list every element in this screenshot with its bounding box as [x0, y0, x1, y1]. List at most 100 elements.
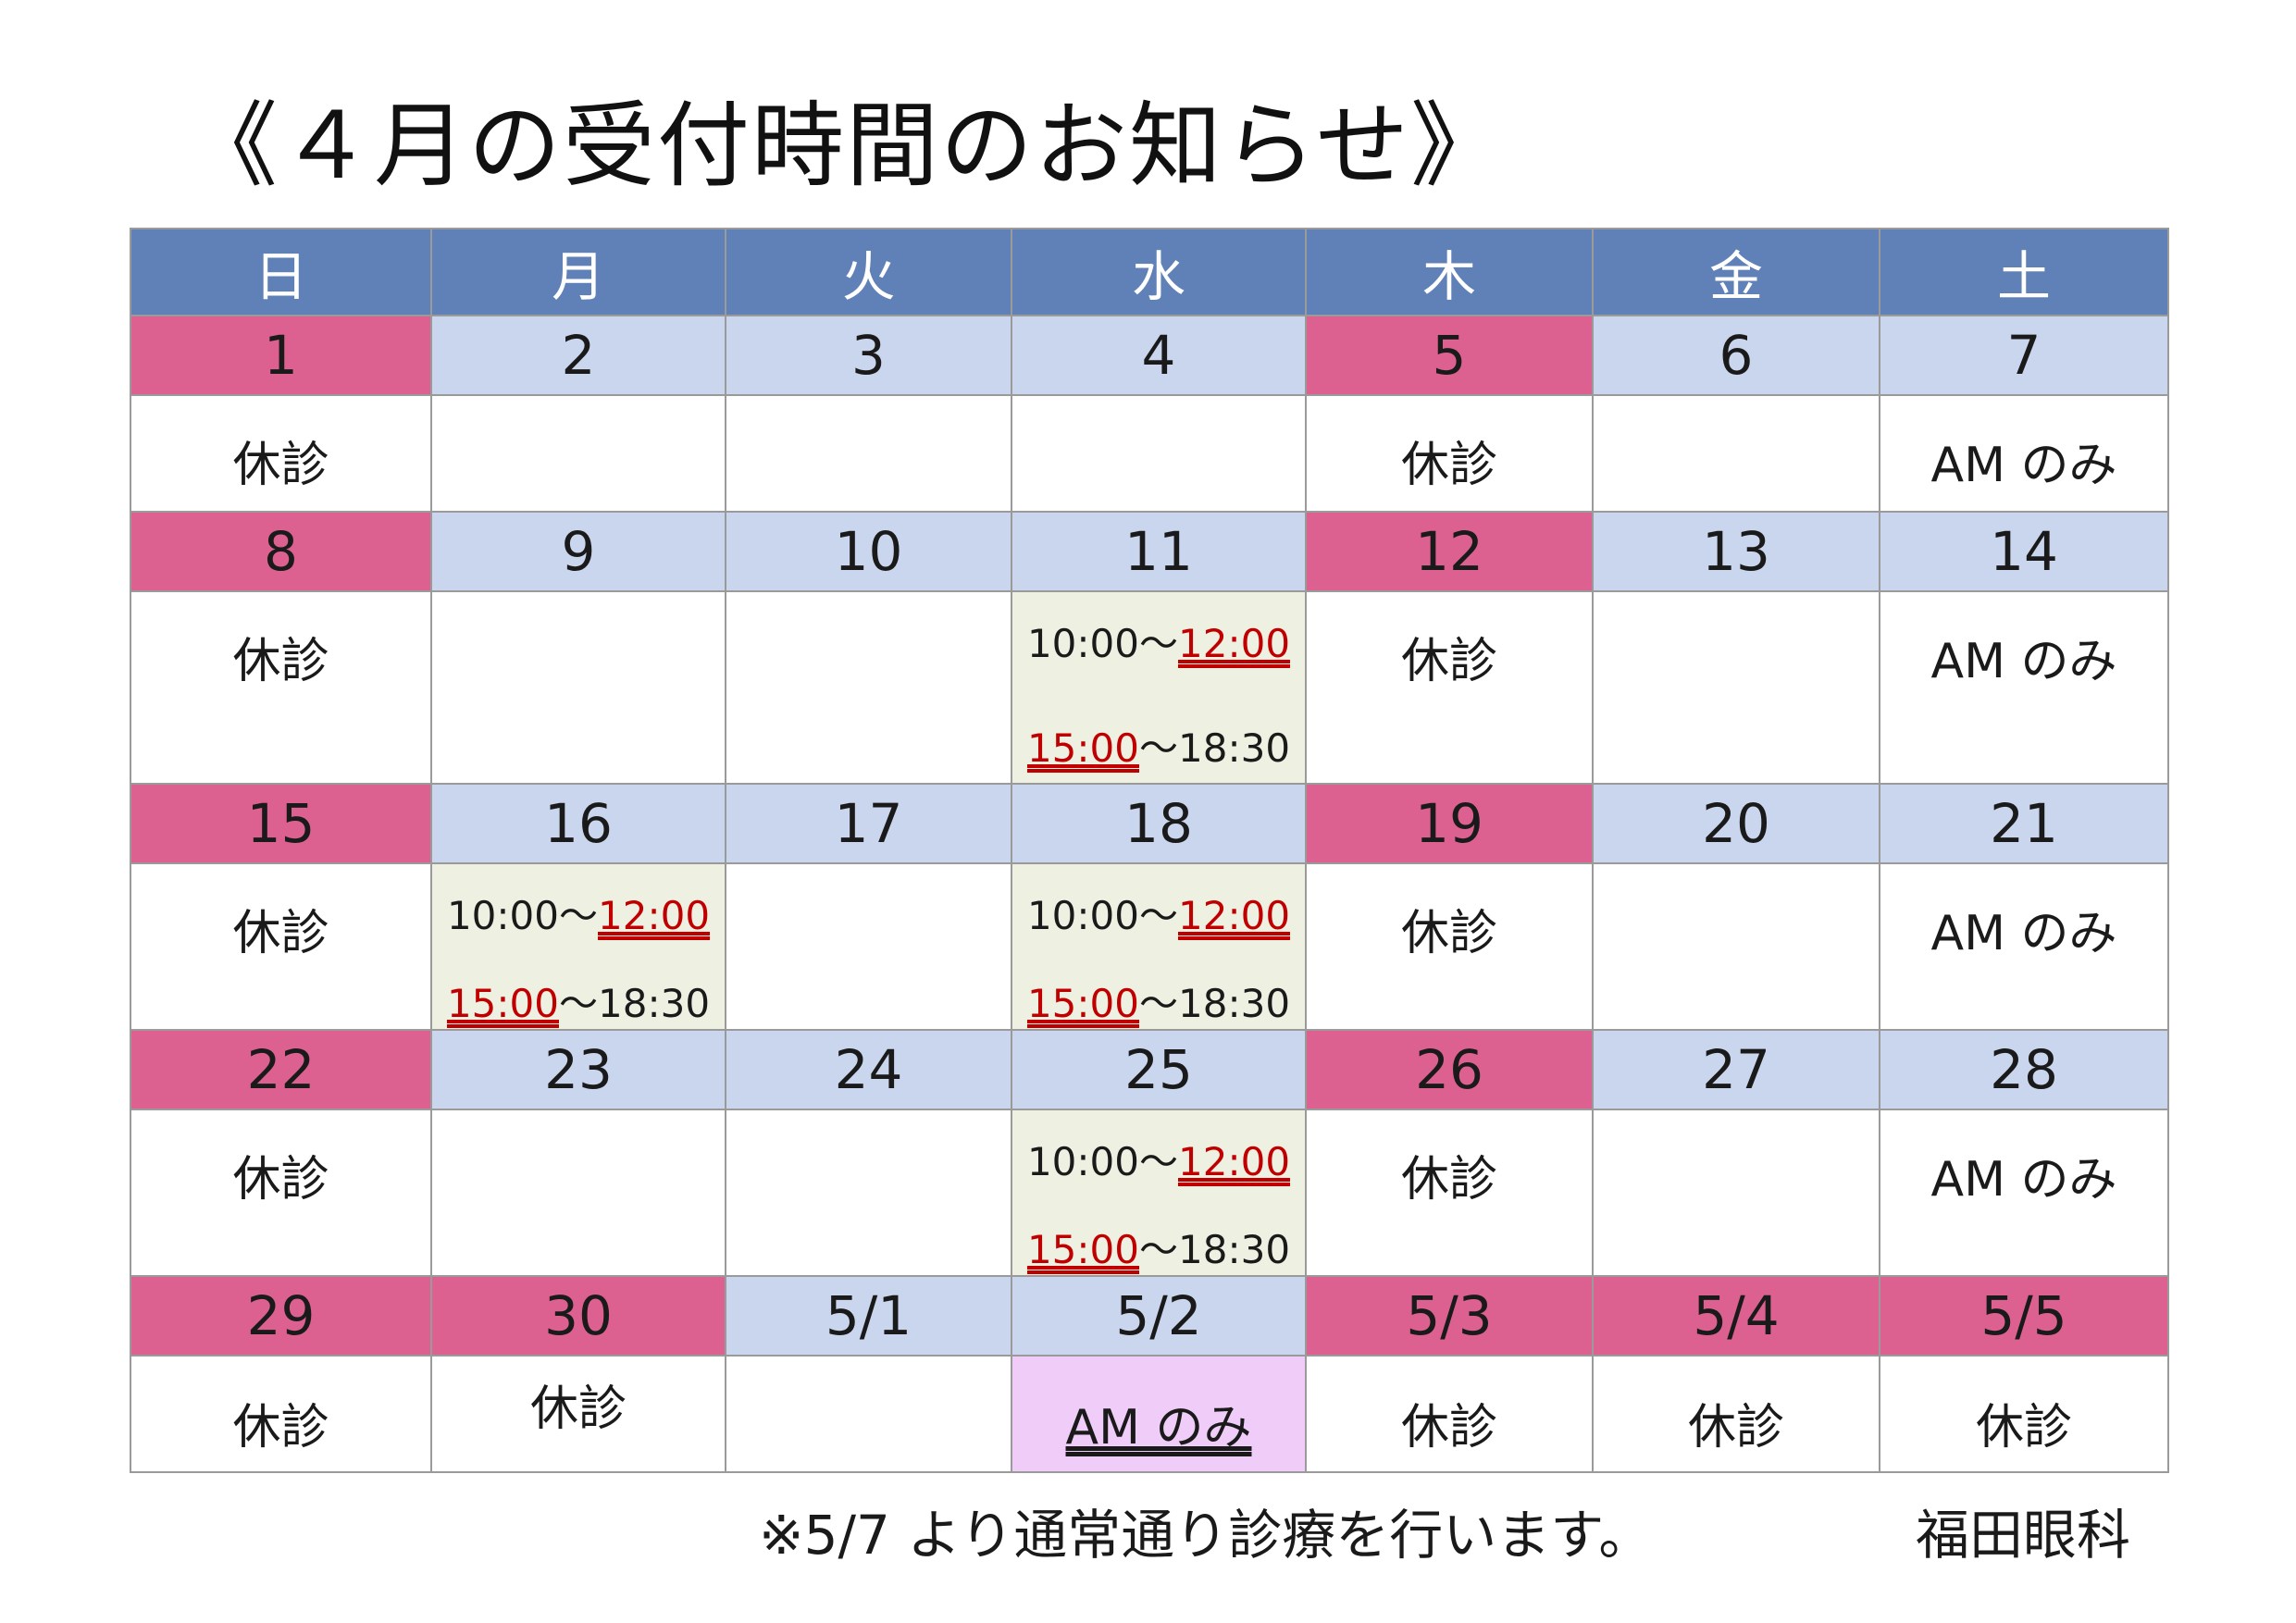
weekday-mon: 月	[430, 228, 726, 316]
weekday-wed: 水	[1011, 228, 1307, 316]
note-cell: 休診	[1305, 590, 1594, 785]
note-cell: 休診	[130, 1355, 432, 1473]
date-cell: 24	[725, 1029, 1012, 1110]
am-hours: 10:00～12:00	[1026, 893, 1291, 938]
note-cell: AM のみ	[1879, 590, 2169, 785]
closed-label: 休診	[232, 1152, 329, 1208]
closed-label: 休診	[1400, 906, 1497, 961]
closed-label: 休診	[1400, 1400, 1497, 1456]
weekday-sun: 日	[130, 228, 432, 316]
note-cell: 休診	[1305, 394, 1594, 513]
note-cell: 休診	[1305, 1109, 1594, 1277]
date-cell: 8	[130, 511, 432, 592]
date-cell: 10	[725, 511, 1012, 592]
date-cell: 13	[1592, 511, 1880, 592]
note-row-week-3: 休診 10:00～12:00 15:00～18:30 10:00～12:00 1…	[130, 862, 2169, 1031]
date-row-week-5: 29 30 5/1 5/2 5/3 5/4 5/5	[130, 1275, 2169, 1357]
date-cell: 16	[430, 783, 726, 864]
date-cell: 29	[130, 1275, 432, 1357]
weekday-sat: 土	[1879, 228, 2169, 316]
closed-label: 休診	[232, 438, 329, 493]
date-cell: 18	[1011, 783, 1307, 864]
date-row-week-3: 15 16 17 18 19 20 21	[130, 783, 2169, 864]
date-cell: 3	[725, 315, 1012, 396]
closed-label: 休診	[232, 634, 329, 689]
am-only-label: AM のみ	[1930, 906, 2117, 961]
note-cell	[430, 590, 726, 785]
page-title: 《４月の受付時間のお知らせ》	[185, 92, 1505, 200]
date-row-week-4: 22 23 24 25 26 27 28	[130, 1029, 2169, 1110]
note-cell	[725, 590, 1012, 785]
closed-label: 休診	[1400, 634, 1497, 689]
hours-cell: 10:00～12:00 15:00～18:30	[1011, 862, 1307, 1031]
closed-label: 休診	[1687, 1400, 1784, 1456]
note-cell	[1592, 862, 1880, 1031]
note-cell: 休診	[1879, 1355, 2169, 1473]
note-cell: 休診	[130, 1109, 432, 1277]
date-cell: 12	[1305, 511, 1594, 592]
closed-label: 休診	[1400, 438, 1497, 493]
date-cell: 19	[1305, 783, 1594, 864]
closed-label: 休診	[529, 1381, 627, 1437]
closed-label: 休診	[1975, 1400, 2072, 1456]
closed-label: 休診	[1400, 1152, 1497, 1208]
am-only-label: AM のみ	[1930, 1152, 2117, 1208]
pm-hours: 15:00～18:30	[1026, 1227, 1291, 1272]
note-cell	[430, 394, 726, 513]
date-cell: 20	[1592, 783, 1880, 864]
date-cell: 1	[130, 315, 432, 396]
pm-hours: 15:00～18:30	[446, 981, 711, 1026]
weekday-fri: 金	[1592, 228, 1880, 316]
hours-cell: 10:00～12:00 15:00～18:30	[1011, 1109, 1307, 1277]
note-cell: 休診	[130, 394, 432, 513]
date-cell: 27	[1592, 1029, 1880, 1110]
date-cell: 5/1	[725, 1275, 1012, 1357]
closed-label: 休診	[232, 906, 329, 961]
am-only-label: AM のみ	[1930, 438, 2117, 493]
clinic-name: 福田眼科	[1916, 1504, 2131, 1567]
date-cell: 4	[1011, 315, 1307, 396]
date-cell: 21	[1879, 783, 2169, 864]
weekday-tue: 火	[725, 228, 1012, 316]
note-cell: 休診	[1305, 1355, 1594, 1473]
date-cell: 25	[1011, 1029, 1307, 1110]
special-am-only-cell: AM のみ	[1011, 1355, 1307, 1473]
note-cell	[725, 1109, 1012, 1277]
date-row-week-2: 8 9 10 11 12 13 14	[130, 511, 2169, 592]
date-cell: 28	[1879, 1029, 2169, 1110]
am-only-label: AM のみ	[1065, 1400, 1252, 1456]
note-cell: AM のみ	[1879, 862, 2169, 1031]
am-hours: 10:00～12:00	[1026, 621, 1291, 666]
note-cell: 休診	[130, 862, 432, 1031]
date-cell: 30	[430, 1275, 726, 1357]
am-hours: 10:00～12:00	[1026, 1139, 1291, 1184]
date-cell: 26	[1305, 1029, 1594, 1110]
date-cell: 2	[430, 315, 726, 396]
note-cell	[725, 1355, 1012, 1473]
hours-cell: 10:00～12:00 15:00～18:30	[430, 862, 726, 1031]
note-row-week-1: 休診 休診 AM のみ	[130, 394, 2169, 513]
note-cell: 休診	[430, 1355, 726, 1473]
note-cell	[725, 394, 1012, 513]
note-cell: AM のみ	[1879, 1109, 2169, 1277]
note-cell: AM のみ	[1879, 394, 2169, 513]
date-cell: 11	[1011, 511, 1307, 592]
date-cell: 5/4	[1592, 1275, 1880, 1357]
note-cell	[1011, 394, 1307, 513]
date-cell: 5/2	[1011, 1275, 1307, 1357]
am-hours: 10:00～12:00	[446, 893, 711, 938]
weekday-header-row: 日 月 火 水 木 金 土	[130, 228, 2169, 316]
note-row-week-2: 休診 10:00～12:00 15:00～18:30 休診 AM のみ	[130, 590, 2169, 785]
pm-hours: 15:00～18:30	[1026, 725, 1291, 771]
hours-cell: 10:00～12:00 15:00～18:30	[1011, 590, 1307, 785]
note-cell: 休診	[1305, 862, 1594, 1031]
closed-label: 休診	[232, 1400, 329, 1456]
date-cell: 15	[130, 783, 432, 864]
date-row-week-1: 1 2 3 4 5 6 7	[130, 315, 2169, 396]
note-row-week-4: 休診 10:00～12:00 15:00～18:30 休診 AM のみ	[130, 1109, 2169, 1277]
calendar-table: 日 月 火 水 木 金 土 1 2 3 4 5 6 7 休診 休診 AM のみ …	[130, 228, 2169, 1473]
date-cell: 14	[1879, 511, 2169, 592]
date-cell: 23	[430, 1029, 726, 1110]
note-cell	[1592, 590, 1880, 785]
note-row-week-5: 休診 休診 AM のみ 休診 休診 休診	[130, 1355, 2169, 1473]
